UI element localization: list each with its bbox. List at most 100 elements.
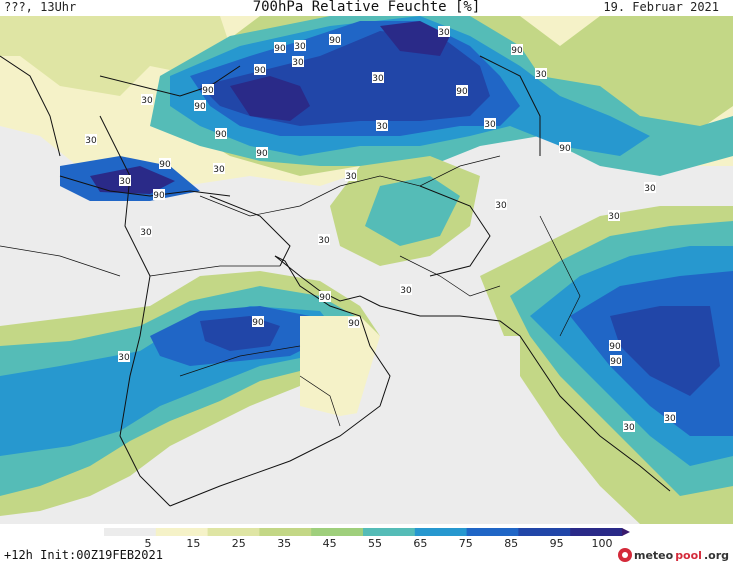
svg-text:30: 30 — [400, 286, 412, 296]
colorbar-tick-label: 75 — [459, 537, 473, 548]
colorbar-tick-label: 45 — [323, 537, 337, 548]
colorbar-tick-label: 95 — [550, 537, 564, 548]
svg-text:90: 90 — [559, 144, 571, 154]
meteopool-logo[interactable]: meteo pool .org — [617, 546, 729, 564]
contour-label: 30 — [119, 175, 131, 187]
contour-label: 90 — [610, 355, 622, 367]
contour-label: 90 — [202, 84, 214, 96]
svg-text:30: 30 — [213, 165, 225, 175]
contour-label: 30 — [318, 234, 330, 246]
map-title: 700hPa Relative Feuchte [%] — [252, 0, 481, 15]
svg-text:30: 30 — [376, 122, 388, 132]
svg-text:30: 30 — [118, 353, 130, 363]
contour-label: 90 — [348, 317, 360, 329]
svg-text:30: 30 — [623, 423, 635, 433]
init-time-label: +12h Init:00Z19FEB2021 — [4, 548, 163, 562]
svg-text:90: 90 — [511, 46, 523, 56]
svg-text:90: 90 — [153, 191, 165, 201]
map-canvas: 90 90 30 90 30 90 30 90 90 30 30 90 30 90 90 90 90 30 30 30… — [0, 16, 733, 524]
svg-text:90: 90 — [254, 66, 266, 76]
svg-text:90: 90 — [609, 342, 621, 352]
contour-label: 90 — [254, 64, 266, 76]
svg-text:30: 30 — [484, 120, 496, 130]
forecast-time-label: ???, 13Uhr — [4, 0, 77, 14]
svg-text:90: 90 — [194, 102, 206, 112]
svg-text:90: 90 — [202, 86, 214, 96]
borders — [0, 155, 581, 427]
colorbar: 5 15 25 35 45 55 65 75 85 95 100 — [104, 528, 630, 548]
contour-label: 90 — [159, 158, 171, 170]
svg-text:30: 30 — [495, 201, 507, 211]
svg-text:30: 30 — [119, 177, 131, 187]
contour-label: 30 — [141, 94, 153, 106]
svg-text:30: 30 — [318, 236, 330, 246]
colorbar-tick-label: 55 — [368, 537, 382, 548]
svg-text:90: 90 — [610, 357, 622, 367]
colorbar-swatch — [155, 528, 209, 536]
colorbar-swatch — [518, 528, 571, 536]
colorbar-tick-label: 25 — [232, 537, 246, 548]
svg-text:30: 30 — [294, 42, 306, 52]
contour-label: 30 — [294, 40, 306, 52]
contour-label: 90 — [511, 44, 523, 56]
humidity-map: 90 90 30 90 30 90 30 90 90 30 30 90 30 90 90 90 90 30 30 30… — [0, 16, 733, 524]
logo-prefix: meteo — [633, 548, 674, 562]
colorbar-tick-label: 35 — [277, 537, 291, 548]
colorbar-swatch — [207, 528, 260, 536]
colorbar-swatch — [570, 528, 623, 536]
colorbar-tick-label: 85 — [504, 537, 518, 548]
colorbar-swatch — [414, 528, 468, 536]
svg-text:90: 90 — [348, 319, 360, 329]
contour-label: 30 — [85, 134, 97, 146]
colorbar-tick-label: 5 — [145, 537, 152, 548]
forecast-date: 19. Februar 2021 — [603, 0, 719, 14]
svg-text:30: 30 — [141, 96, 153, 106]
colorbar-swatch — [104, 528, 157, 536]
svg-text:30: 30 — [345, 172, 357, 182]
svg-text:90: 90 — [159, 160, 171, 170]
contour-label: 30 — [438, 26, 450, 38]
svg-text:90: 90 — [215, 130, 227, 140]
colorbar-swatch — [466, 528, 519, 536]
svg-text:30: 30 — [292, 58, 304, 68]
contour-label: 30 — [376, 120, 388, 132]
contour-label: 30 — [495, 199, 507, 211]
contour-label: 30 — [213, 163, 225, 175]
contour-label: 30 — [292, 56, 304, 68]
contour-label: 90 — [153, 189, 165, 201]
contour-label: 30 — [372, 72, 384, 84]
svg-text:90: 90 — [456, 87, 468, 97]
svg-text:30: 30 — [438, 28, 450, 38]
header-bar: ???, 13Uhr 700hPa Relative Feuchte [%] 1… — [0, 0, 733, 16]
contour-label: 90 — [194, 100, 206, 112]
contour-label: 90 — [252, 316, 264, 328]
contour-labels: 90 90 30 90 30 90 30 90 90 30 30 90 30 90 90 90 90 30 30 30… — [85, 26, 676, 433]
colorbar-swatch — [363, 528, 416, 536]
logo-suffix: .org — [703, 548, 729, 562]
legend-bar: 5 15 25 35 45 55 65 75 85 95 100 +12h Init:00Z19FE… — [0, 524, 733, 566]
colorbar-tick-label: 15 — [186, 537, 200, 548]
svg-text:30: 30 — [140, 228, 152, 238]
contour-label: 30 — [623, 421, 635, 433]
contour-label: 30 — [345, 170, 357, 182]
contour-label: 90 — [609, 340, 621, 352]
contour-label: 30 — [535, 68, 547, 80]
colorbar-tick-label: 65 — [413, 537, 427, 548]
svg-text:30: 30 — [608, 212, 620, 222]
colorbar-swatch — [311, 528, 364, 536]
contour-label: 30 — [664, 412, 676, 424]
colorbar-swatch — [259, 528, 312, 536]
svg-text:90: 90 — [252, 318, 264, 328]
contour-label: 30 — [140, 226, 152, 238]
svg-text:90: 90 — [329, 36, 341, 46]
svg-text:30: 30 — [644, 184, 656, 194]
meteopool-logo-icon — [617, 548, 632, 562]
contour-label: 90 — [456, 85, 468, 97]
colorbar-arrow — [622, 528, 630, 536]
contour-label: 30 — [608, 210, 620, 222]
contour-label: 90 — [329, 34, 341, 46]
svg-text:90: 90 — [256, 149, 268, 159]
contour-label: 90 — [559, 142, 571, 154]
logo-main: pool — [675, 548, 702, 562]
contour-label: 30 — [644, 182, 656, 194]
